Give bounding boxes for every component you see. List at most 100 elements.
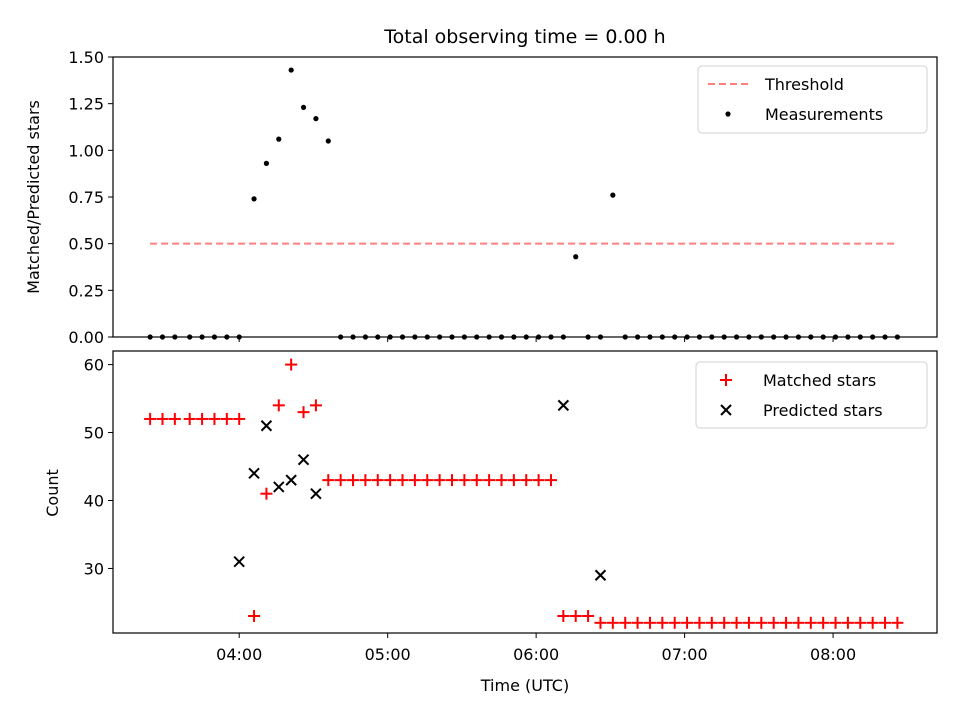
matched-point [656,616,669,629]
matched-point [347,474,360,487]
x-tick-label: 04:00 [216,645,262,664]
legend-measurements-label: Measurements [765,105,883,124]
x-tick-label: 05:00 [365,645,411,664]
matched-point [309,399,322,412]
measurement-point [288,67,294,73]
matched-point [520,474,533,487]
measurement-point [610,192,616,198]
matched-point [804,616,817,629]
matched-point [817,616,830,629]
matched-point [532,474,545,487]
matched-point [248,610,261,623]
measurement-point [573,254,579,260]
matched-point [359,474,372,487]
matched-point [168,412,181,425]
matched-point [196,412,209,425]
chart-title: Total observing time = 0.00 h [383,26,665,48]
matched-point [371,474,384,487]
measurement-point [251,196,257,202]
legend-measurements-swatch [725,111,731,117]
count-legend-box [695,361,928,429]
matched-point [297,406,310,419]
matched-point [544,474,557,487]
matched-point [220,412,233,425]
matched-point [458,474,471,487]
count-y-tick-label: 30 [84,559,104,578]
matched-point [507,474,520,487]
matched-point [569,610,582,623]
matched-point [829,616,842,629]
matched-point [396,474,409,487]
matched-point [891,616,904,629]
count-y-tick-label: 60 [84,356,104,375]
matched-point [780,616,793,629]
ratio-y-tick-label: 1.00 [68,141,104,160]
legend-threshold-label: Threshold [764,75,844,94]
legend-matched-swatch [720,374,732,386]
matched-point [879,616,892,629]
ratio-y-tick-label: 0.75 [68,188,104,207]
matched-point [606,616,619,629]
matched-point [156,412,169,425]
matched-point [841,616,854,629]
count-legend: Matched stars Predicted stars [695,361,928,429]
matched-point [705,616,718,629]
predicted-point [557,399,570,412]
count-y-tick-label: 50 [84,424,104,443]
x-axis-label: Time (UTC) [480,676,569,695]
matched-point [322,474,335,487]
matched-point [643,616,656,629]
legend-matched-label: Matched stars [763,371,876,390]
matched-point [384,474,397,487]
ratio-legend-box [697,65,928,134]
matched-point [183,412,196,425]
legend-predicted-label: Predicted stars [763,401,883,420]
matched-point [470,474,483,487]
matched-point [433,474,446,487]
count-panel: Count Time (UTC) 30 40 50 60 04:00 05:00 06:00… [43,350,938,695]
matched-point [718,616,731,629]
matched-point [755,616,768,629]
x-tick-label: 08:00 [810,645,856,664]
predicted-point [285,474,297,486]
measurement-point [313,116,319,122]
predicted-point [233,555,245,568]
matched-point [742,616,755,629]
matched-point [408,474,421,487]
matched-point [285,358,298,371]
predicted-point [248,467,260,480]
count-plot-frame [112,350,938,634]
matched-point [693,616,706,629]
measurement-point [276,136,282,142]
matched-point [866,616,879,629]
matched-point [730,616,743,629]
ratio-y-tick-label: 0.50 [68,235,104,254]
matched-point [619,616,632,629]
predicted-point [273,481,285,493]
predicted-point [260,420,273,432]
ratio-y-tick-label: 0.00 [68,328,104,347]
matched-point [483,474,496,487]
predicted-point [310,487,322,500]
ratio-y-tick-label: 0.25 [68,281,104,300]
measurement-point [263,160,270,166]
x-tick-label: 07:00 [662,645,708,664]
count-ticks: 30 40 50 60 04:00 05:00 06:00 07:00 08:00 [84,356,856,664]
legend-predicted-swatch [720,404,732,416]
matched-point [233,412,246,425]
matched-point [582,610,595,623]
matched-point [334,474,347,487]
predicted-point [297,454,310,466]
matched-point [495,474,508,487]
ratio-y-tick-label: 1.50 [68,48,104,67]
measurement-point [325,138,331,144]
measurement-point [300,104,307,110]
matched-point [681,616,694,629]
matched-point [208,412,221,425]
ratio-y-tick-label: 1.25 [68,95,104,114]
matched-point [594,616,607,629]
ratio-panel: Total observing time = 0.00 h Matched/Pr… [24,26,938,347]
count-marks [144,358,904,629]
